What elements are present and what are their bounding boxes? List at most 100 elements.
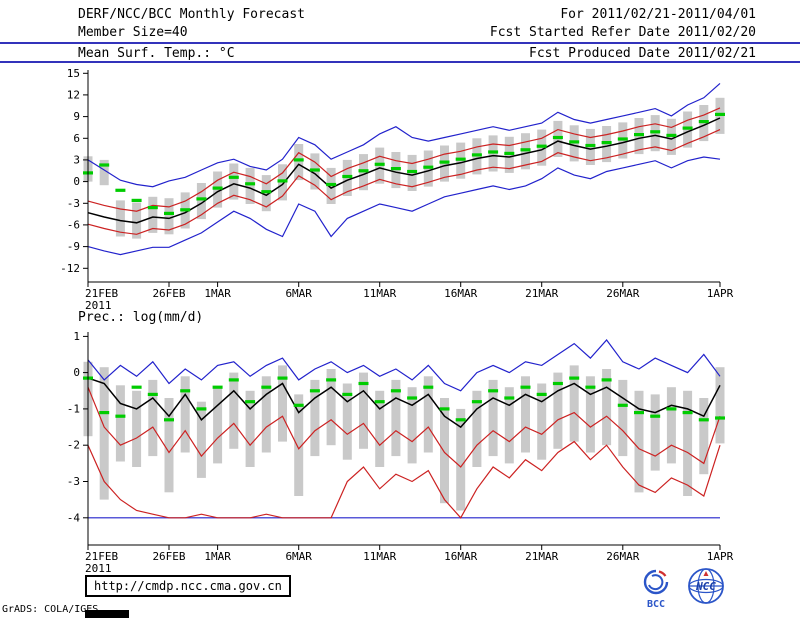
y-tick-label: 6: [73, 132, 80, 145]
spread-bar: [699, 398, 709, 475]
x-year-label: 2011: [85, 299, 112, 312]
x-tick-label: 26MAR: [606, 550, 639, 563]
spread-bar: [569, 365, 579, 442]
observation-dashes: [83, 112, 725, 215]
spread-bar: [666, 387, 676, 464]
x-tick-label: 21MAR: [525, 550, 558, 563]
ensemble-spread-bars: [83, 97, 725, 239]
spread-bar: [229, 372, 239, 449]
series-line-ensemble-mean: [87, 117, 721, 224]
spread-bar: [440, 398, 449, 504]
series-line-sigma-upper: [87, 386, 721, 468]
y-tick-label: 3: [73, 153, 80, 166]
x-tick-label: 21FEB: [85, 550, 118, 563]
spread-bar: [407, 387, 417, 464]
spread-bar: [132, 390, 142, 467]
y-tick-label: -9: [67, 240, 80, 253]
bcc-logo: BCC: [638, 569, 674, 610]
spread-bar: [650, 394, 660, 471]
spread-bar: [683, 390, 693, 496]
url-text: http://cmdp.ncc.cma.gov.cn: [94, 579, 282, 593]
spread-bar: [99, 367, 109, 500]
series-line-ensemble-max: [87, 82, 721, 188]
refer-date-label: Fcst Started Refer Date 2011/02/20: [489, 25, 756, 40]
header-rule-1: [0, 42, 800, 44]
y-tick-label: 12: [67, 88, 80, 101]
spread-bar: [326, 369, 336, 446]
bottom-left-black-bar: [85, 610, 129, 618]
temp-chart-title: Mean Surf. Temp.: °C: [78, 46, 235, 61]
forecast-lines: [87, 339, 721, 519]
header-row-1: DERF/NCC/BCC Monthly Forecast For 2011/0…: [78, 7, 756, 22]
x-tick-label: 1APR: [707, 287, 734, 300]
precip-chart-title: Prec.: log(mm/d): [78, 310, 204, 325]
forecast-lines: [87, 82, 721, 256]
y-tick-label: 1: [73, 330, 80, 343]
x-tick-label: 11MAR: [363, 287, 396, 300]
spread-bar: [164, 198, 174, 235]
bcc-logo-label: BCC: [646, 599, 666, 610]
ncc-logo: NCC: [684, 565, 728, 611]
spread-bar: [196, 401, 206, 478]
temp-chart-svg: 15 12 9 6 3 0 -3 -6 -9 -12 21FEB 26FEB 1MAR 6MAR 11MAR…: [60, 67, 734, 312]
spread-bar: [585, 376, 595, 453]
x-tick-label: 26FEB: [152, 287, 185, 300]
spread-bar: [715, 367, 725, 444]
spread-bar: [359, 372, 368, 449]
page-title: DERF/NCC/BCC Monthly Forecast: [78, 7, 305, 22]
ncc-logo-label: NCC: [695, 580, 716, 593]
grads-credit: GrADS: COLA/IGES: [2, 604, 99, 615]
produced-date-label: Fcst Produced Date 2011/02/21: [529, 46, 756, 61]
header-row-3: Mean Surf. Temp.: °C Fcst Produced Date …: [78, 46, 756, 61]
x-tick-label: 11MAR: [363, 550, 396, 563]
spread-bar: [115, 200, 125, 237]
series-line-ensemble-max: [87, 339, 721, 392]
spread-bar: [245, 390, 255, 467]
x-tick-label: 26FEB: [152, 550, 185, 563]
spread-bar: [521, 376, 530, 453]
y-tick-label: -4: [67, 511, 81, 524]
bcc-swirl-accent: [658, 570, 667, 577]
spread-bar: [99, 159, 109, 186]
series-line-sigma-lower: [87, 129, 721, 235]
spread-bar: [196, 183, 206, 220]
y-tick-label: -2: [67, 439, 80, 452]
series-line-ensemble-mean: [87, 377, 721, 429]
spread-bar: [504, 387, 514, 464]
spread-bar: [375, 390, 385, 467]
spread-bar: [472, 390, 482, 467]
series-line-sigma-upper: [87, 107, 721, 212]
spread-bar: [164, 398, 174, 493]
x-tick-label: 26MAR: [606, 287, 639, 300]
y-tick-label: -6: [67, 218, 80, 231]
spread-bar: [423, 376, 433, 453]
spread-bar: [537, 383, 547, 460]
header-rule-2: [0, 61, 800, 63]
ensemble-spread-bars: [83, 361, 725, 511]
member-size-label: Member Size=40: [78, 25, 188, 40]
spread-bar: [229, 163, 239, 200]
spread-bar: [213, 387, 223, 464]
forecast-range-label: For 2011/02/21-2011/04/01: [560, 7, 756, 22]
y-tick-label: -12: [60, 262, 80, 275]
y-tick-label: -3: [67, 475, 80, 488]
axes: [83, 70, 721, 287]
spread-bar: [391, 379, 401, 457]
spread-bar: [553, 372, 563, 449]
spread-bar: [278, 365, 287, 442]
spread-bar: [602, 369, 612, 446]
spread-bar: [261, 376, 271, 453]
spread-bar: [634, 390, 644, 493]
x-tick-label: 1MAR: [204, 550, 231, 563]
x-tick-label: 21FEB: [85, 287, 118, 300]
spread-bar: [148, 196, 158, 233]
header-row-2: Member Size=40 Fcst Started Refer Date 2…: [78, 25, 756, 40]
spread-bar: [132, 202, 142, 239]
y-tick-label: 0: [73, 366, 80, 379]
spread-bar: [618, 379, 628, 457]
x-tick-label: 1MAR: [204, 287, 231, 300]
x-year-label: 2011: [85, 562, 112, 575]
y-tick-label: 9: [73, 110, 80, 123]
spread-bar: [294, 394, 304, 496]
